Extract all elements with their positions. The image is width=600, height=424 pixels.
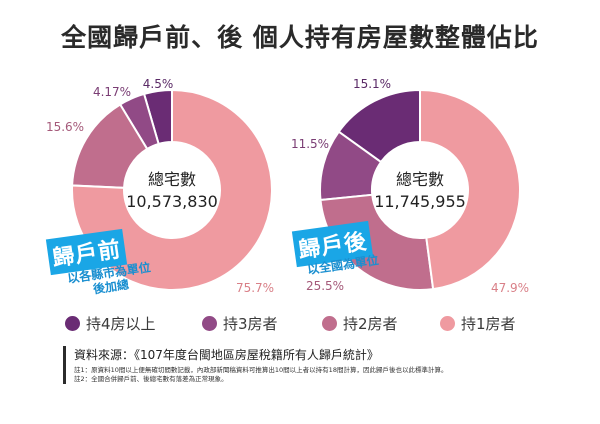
legend-swatch-own2 bbox=[322, 316, 337, 331]
slice-label-own2: 25.5% bbox=[306, 279, 344, 293]
legend-item-own2: 持2房者 bbox=[322, 313, 398, 334]
legend-swatch-own1 bbox=[440, 316, 455, 331]
legend-label-own1: 持1房者 bbox=[461, 315, 516, 333]
legend-item-own3: 持3房者 bbox=[202, 313, 278, 334]
note-1: 註1：原資料10間以上便無確切間數記載，內政部新聞稿資料可推算出10間以上者以持… bbox=[74, 366, 448, 374]
legend-swatch-own3 bbox=[202, 316, 217, 331]
slice-label-own4plus: 4.5% bbox=[143, 77, 174, 91]
center-label: 總宅數 bbox=[148, 170, 196, 189]
slice-label-own3: 4.17% bbox=[93, 85, 131, 99]
legend-label-own4plus: 持4房以上 bbox=[86, 315, 156, 333]
legend: 持4房以上 持3房者 持2房者 持1房者 bbox=[60, 313, 560, 335]
slice-label-own1: 75.7% bbox=[236, 281, 274, 295]
center-value: 11,745,955 bbox=[374, 192, 466, 211]
center-label: 總宅數 bbox=[396, 170, 444, 189]
donut-hole bbox=[372, 142, 468, 238]
donut-after: 15.1% 11.5% 25.5% 47.9% 總宅數 11,745,955 bbox=[291, 77, 529, 295]
slice-label-own4plus: 15.1% bbox=[353, 77, 391, 91]
source-section: 資料來源：《107年度台閩地區房屋稅籍所有人歸戶統計》 註1：原資料10間以上便… bbox=[63, 346, 554, 384]
legend-item-own4plus: 持4房以上 bbox=[65, 313, 156, 334]
legend-label-own2: 持2房者 bbox=[343, 315, 398, 333]
center-value: 10,573,830 bbox=[126, 192, 218, 211]
source-title: 資料來源：《107年度台閩地區房屋稅籍所有人歸戶統計》 bbox=[74, 348, 379, 362]
legend-swatch-own4plus bbox=[65, 316, 80, 331]
note-2: 註2：全國合併歸戶前、後總宅數有落差為正常現象。 bbox=[74, 375, 228, 383]
slice-label-own3: 11.5% bbox=[291, 137, 329, 151]
slice-label-own1: 47.9% bbox=[491, 281, 529, 295]
donut-hole bbox=[124, 142, 220, 238]
page-title: 全國歸戶前、後 個人持有房屋數整體佔比 bbox=[61, 23, 539, 52]
legend-label-own3: 持3房者 bbox=[223, 315, 278, 333]
slice-label-own2: 15.6% bbox=[46, 120, 84, 134]
legend-item-own1: 持1房者 bbox=[440, 313, 516, 334]
